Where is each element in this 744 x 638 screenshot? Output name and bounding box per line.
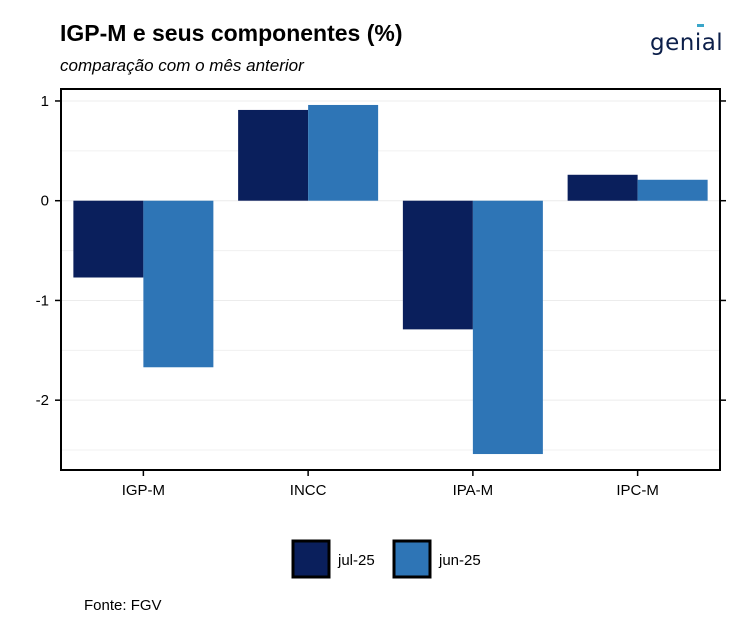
bar-jul-25-IPA-M (402, 200, 473, 330)
y-tick-label: 0 (41, 193, 49, 210)
legend: jul-25 jun-25 (291, 539, 481, 579)
x-tick-label: IPA-M (453, 482, 494, 499)
legend-label-jul-25: jul-25 (337, 552, 375, 569)
source-note: Fonte: FGV (84, 597, 162, 614)
y-tick-label: -1 (36, 292, 49, 309)
chart-subtitle: comparação com o mês anterior (60, 56, 304, 75)
bar-jun-25-IPA-M (472, 200, 543, 455)
bar-jul-25-IPC-M (567, 174, 638, 201)
plot-frame (60, 88, 721, 471)
bar-jun-25-IPC-M (637, 179, 708, 201)
y-tick-label: -2 (36, 392, 49, 409)
bar-jun-25-INCC (308, 104, 379, 201)
y-tick-label: 1 (41, 93, 49, 110)
legend-swatch-jul-25 (291, 539, 331, 579)
chart-title: IGP-M e seus componentes (%) (60, 20, 403, 46)
x-tick-label: IPC-M (616, 482, 659, 499)
x-tick-label: IGP-M (122, 482, 165, 499)
bar-jun-25-IGP-M (143, 200, 214, 368)
y-axis: 1 0 -1 -2 (36, 93, 726, 409)
legend-swatch-jun-25 (392, 539, 432, 579)
x-tick-label: INCC (290, 482, 327, 499)
bar-chart: 1 0 -1 -2 IGP-M INCC IPA-M IPC-M jul-25 jun-25 (36, 88, 726, 579)
genial-logo: genial (650, 30, 724, 56)
bars (73, 104, 708, 455)
bar-jul-25-INCC (238, 109, 309, 201)
bar-jul-25-IGP-M (73, 200, 144, 278)
logo-accent-icon (697, 24, 704, 27)
x-axis: IGP-M INCC IPA-M IPC-M (122, 470, 659, 499)
legend-label-jun-25: jun-25 (438, 552, 481, 569)
